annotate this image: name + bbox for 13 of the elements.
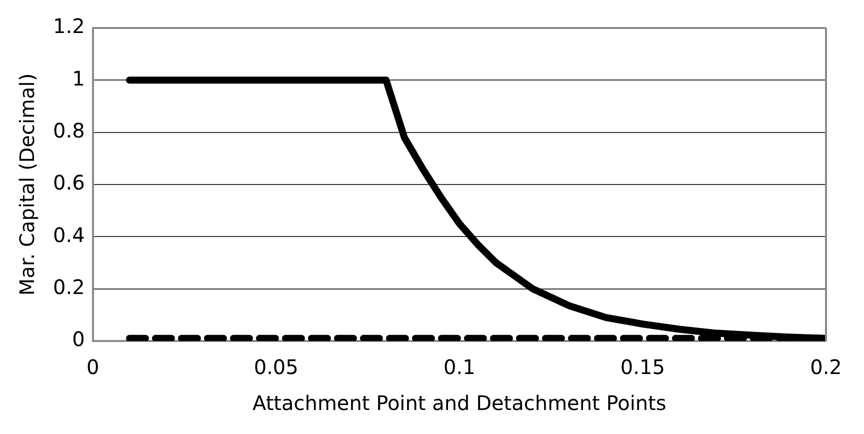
y-tick-label: 0.4: [52, 222, 85, 247]
y-axis-title: Mar. Capital (Decimal): [15, 73, 40, 296]
x-axis-title: Attachment Point and Detachment Points: [252, 391, 666, 416]
y-tick-label: 0.2: [52, 275, 85, 300]
y-tick-label: 0.8: [52, 118, 85, 143]
x-tick-label: 0.15: [620, 355, 665, 380]
y-tick-label: 0.6: [52, 170, 85, 195]
y-tick-label: 1.2: [52, 14, 85, 38]
y-tick-label: 0: [72, 327, 85, 352]
x-tick-label: 0.1: [443, 355, 476, 380]
x-tick-label: 0.05: [254, 355, 298, 380]
y-tick-label: 1: [72, 66, 85, 90]
x-tick-label: 0.2: [810, 355, 842, 380]
